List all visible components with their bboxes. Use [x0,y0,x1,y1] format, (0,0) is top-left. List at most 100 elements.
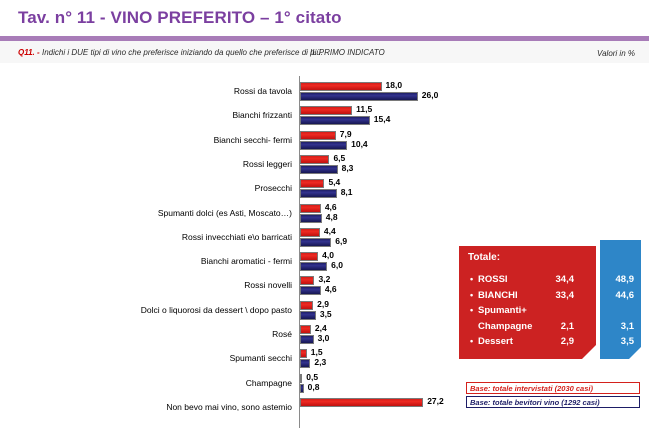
totale-row-label: Dessert [478,336,513,347]
bar-value-label: 4,6 [324,201,337,212]
bar-value-label: 0,5 [306,371,319,382]
bar-group: 11,5 15,4 [300,104,640,128]
bar-group: 4,0 6,0 [300,250,640,274]
bar-value-label: 27,2 [427,395,444,406]
question-text: Indichi i DUE tipi di vino che preferisc… [42,48,324,57]
category-label: Spumanti dolci (es Asti, Moscato…) [157,207,292,218]
category-label: Dolci o liquorosi da dessert \ dopo past… [140,304,292,315]
bar-value-label: 4,8 [325,211,338,222]
totale-value-drinkers: 3,5 [620,336,634,347]
bar-series-interviewed [300,252,319,262]
bar-group: 18,0 26,0 [300,80,640,104]
bar-series-drinkers [300,310,316,320]
category-label: Non bevo mai vino, sono astemio [166,401,292,412]
question-emphasis: IL PRIMO INDICATO [310,48,385,57]
values-unit-note: Valori in % [597,49,635,58]
bar-value-label: 6,9 [335,235,348,246]
bar-value-label: 10,4 [351,138,368,149]
category-label: Rossi invecchiati e\o barricati [181,231,292,242]
bar-value-label: 4,0 [322,250,334,261]
bar-series-interviewed [300,130,336,140]
bar-series-interviewed [300,397,424,407]
bar-series-interviewed [300,179,325,189]
bar-series-drinkers [300,359,311,369]
bar-series-drinkers [300,189,337,199]
bar-value-label: 8,1 [340,187,353,198]
bar-series-interviewed [300,154,330,164]
totale-value-interviewed: 34,4 [555,274,575,285]
totale-value-interviewed: 2,9 [560,336,574,347]
category-label: Bianchi aromatici - fermi [200,256,292,267]
bar-series-interviewed [300,82,382,91]
bar-value-label: 4,4 [323,225,336,236]
totale-bullet: • [470,289,474,300]
category-label: Rossi da tavola [233,86,292,96]
bar-value-label: 26,0 [421,90,439,100]
title-divider [0,36,649,41]
question-strip [0,41,649,63]
bar-value-label: 3,2 [318,274,331,285]
totale-heading: Totale: [468,252,501,263]
bar-group: 4,4 6,9 [300,225,640,250]
category-axis [299,76,300,421]
bar-series-drinkers [300,335,314,344]
bar-value-label: 3,5 [319,308,332,319]
bar-group: 27,2 [300,395,640,420]
totale-row-label: BIANCHI [478,289,518,301]
axis-baseline [299,420,300,428]
bar-series-interviewed [300,203,321,213]
page-fold-corner-blue [629,347,641,359]
bar-series-drinkers [300,116,370,126]
bar-group: 6,5 8,3 [300,152,640,177]
legend-base-interviewed: Base: totale intervistati (2030 casi) [466,382,640,394]
totale-value-drinkers: 3,1 [620,320,634,332]
totale-value-drinkers: 44,6 [615,289,635,301]
bar-series-drinkers [300,286,321,296]
bar-series-drinkers [300,213,322,223]
bar-group: 3,2 4,6 [300,274,640,298]
bar-value-label: 11,5 [356,104,373,115]
bar-group: 4,6 4,8 [300,201,640,226]
bar-value-label: 6,5 [333,152,346,163]
bar-series-interviewed [300,325,311,334]
question-code: Q11. - [18,48,40,57]
totale-bullet: • [470,305,474,315]
bar-group: 1,5 2,3 [300,347,640,371]
totale-bullet: • [470,336,474,346]
totale-panel-red [459,246,596,359]
bar-value-label: 6,0 [331,260,343,271]
category-label: Champagne [245,377,292,388]
bar-value-label: 4,6 [324,284,337,295]
bar-value-label: 0,8 [307,381,320,392]
bar-series-interviewed [300,373,303,383]
bar-value-label: 5,4 [328,177,341,188]
bar-series-drinkers [300,140,348,150]
page-title: Tav. n° 11 - VINO PREFERITO – 1° citato [18,8,342,27]
category-label: Rosé [272,329,292,339]
bar-chart: Rossi da tavola 18,0 26,0 Bianchi frizzanti… [0,72,649,428]
bar-value-label: 2,4 [314,323,327,333]
bar-series-interviewed [300,349,307,359]
bar-value-label: 2,3 [314,357,327,368]
bar-value-label: 15,4 [373,114,391,125]
legend-base-wine-drinkers: Base: totale bevitori vino (1292 casi) [466,396,640,408]
bar-value-label: 7,9 [339,128,352,139]
bar-group: 5,4 8,1 [300,177,640,201]
page-fold-corner-red [582,345,596,359]
bar-group: 0,5 0,8 [300,371,640,396]
bar-series-drinkers [300,92,418,101]
totale-value-interviewed: 33,4 [555,289,575,301]
bar-series-interviewed [300,276,315,286]
bar-series-interviewed [300,106,353,116]
bar-value-label: 3,0 [317,333,330,343]
bar-series-interviewed [300,300,314,310]
totale-bullet: • [470,274,474,284]
totale-value-interviewed: 2,1 [560,320,574,332]
bar-value-label: 8,3 [341,162,354,173]
bar-series-drinkers [300,164,338,174]
bar-group: 2,4 3,0 [300,323,640,347]
totale-row-label: Champagne [478,320,533,332]
bar-group: 7,9 10,4 [300,128,640,153]
category-label: Rossi novelli [244,280,292,291]
totale-row-label: Spumanti+ [478,305,527,316]
